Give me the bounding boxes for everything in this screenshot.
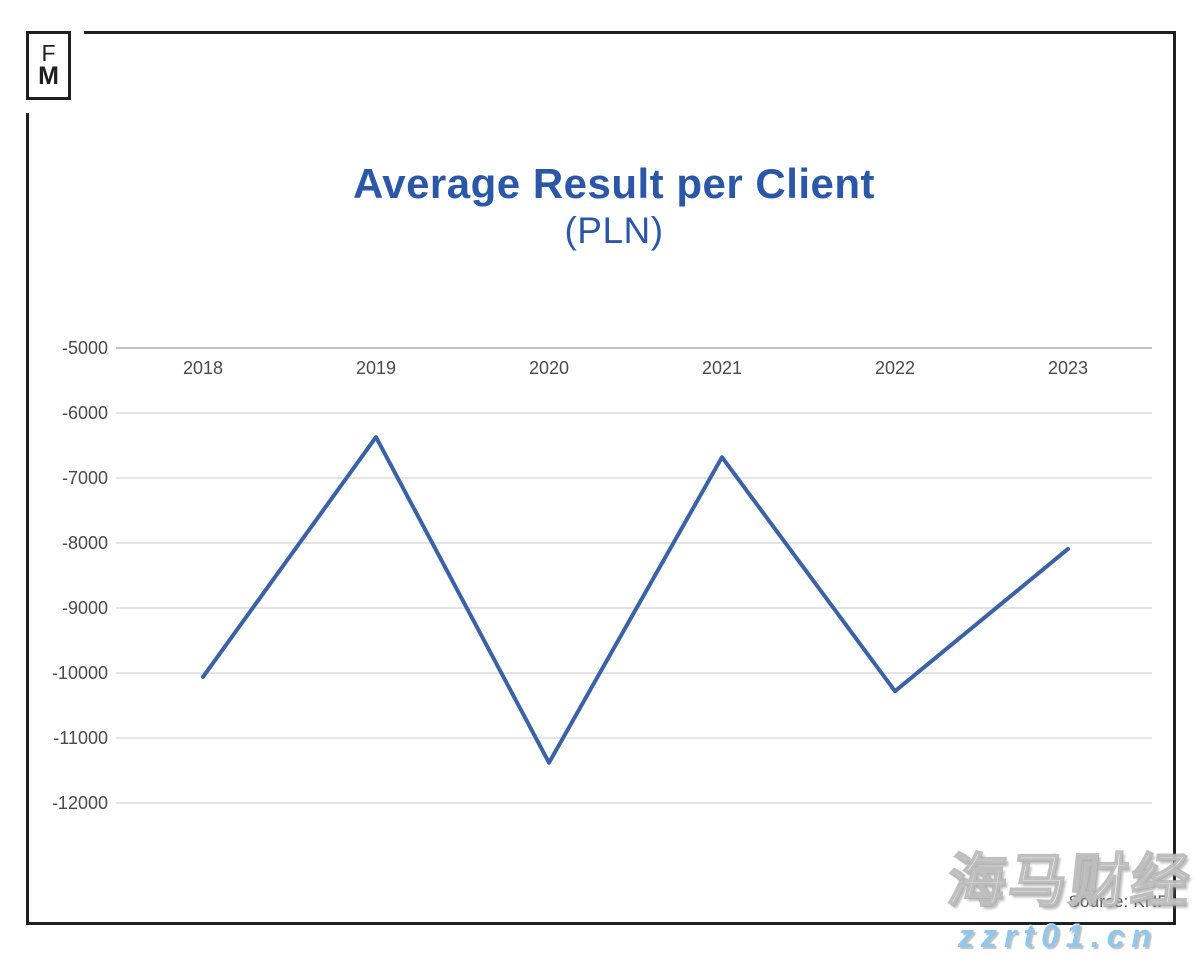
title-block: Average Result per Client (PLN) — [28, 160, 1200, 252]
data-line-series — [201, 435, 1070, 765]
x-axis-tick-label: 2022 — [875, 358, 915, 378]
y-axis-tick-label: -6000 — [62, 403, 108, 423]
x-axis-tick-label: 2023 — [1048, 358, 1088, 378]
x-axis-tick-label: 2021 — [702, 358, 742, 378]
frame-border-left — [26, 113, 29, 925]
watermark-url: zzrt01.cn — [958, 918, 1158, 954]
chart-subtitle: (PLN) — [564, 210, 664, 251]
frame-border-top — [84, 31, 1176, 34]
y-axis-tick-label: -12000 — [52, 793, 108, 813]
watermark-chinese-text: 海马财经 — [944, 848, 1197, 915]
frame-border-right — [1173, 31, 1176, 925]
x-axis-tick-label: 2020 — [529, 358, 569, 378]
logo-letter-m: M — [38, 61, 59, 90]
chart-title: Average Result per Client — [352, 160, 876, 207]
x-axis-tick-label: 2018 — [183, 358, 223, 378]
y-axis-tick-label: -7000 — [62, 468, 108, 488]
y-axis-tick-label: -11000 — [53, 728, 108, 748]
y-axis-tick-label: -10000 — [52, 663, 108, 683]
logo-letter-f: F — [41, 39, 56, 66]
source-note: Source: KNF — [1068, 892, 1168, 911]
y-axis-tick-label: -8000 — [62, 533, 108, 553]
x-axis-tick-label: 2019 — [356, 358, 396, 378]
fm-logo: F M — [26, 31, 71, 100]
y-axis-tick-label: -9000 — [62, 598, 108, 618]
y-axis-tick-label: -5000 — [62, 338, 108, 358]
frame-border-bottom — [26, 922, 1176, 925]
